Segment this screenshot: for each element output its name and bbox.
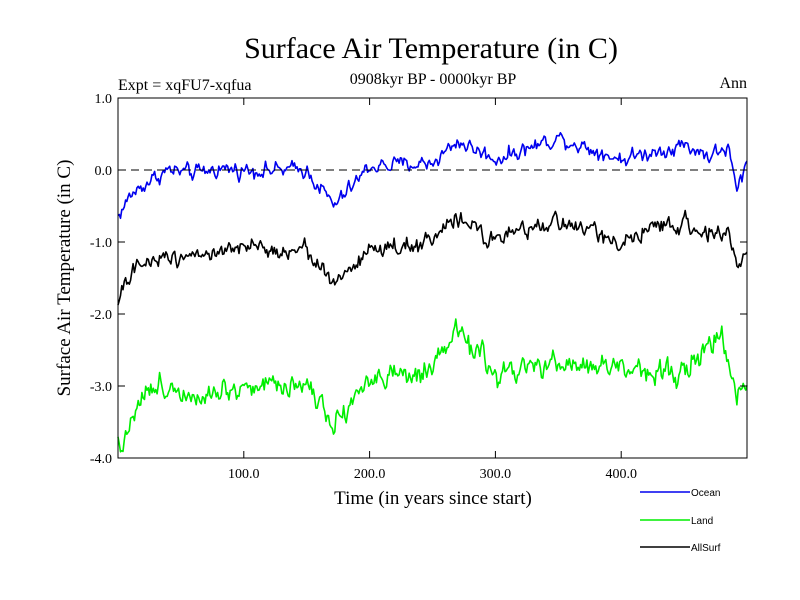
x-axis-label: Time (in years since start) (334, 488, 532, 509)
y-tick-label: -2.0 (90, 308, 112, 323)
y-tick-label: -4.0 (90, 452, 112, 467)
experiment-label: Expt = xqFU7-xqfua (118, 77, 251, 94)
season-label: Ann (719, 75, 747, 92)
y-tick-label: -1.0 (90, 236, 112, 251)
x-tick-label: 200.0 (354, 467, 386, 482)
x-axis: 100.0 200.0 300.0 400.0 (228, 98, 637, 482)
series-line-land (117, 318, 748, 453)
plot-frame (117, 97, 748, 459)
series-line-ocean (117, 132, 748, 220)
legend-label-ocean: Ocean (691, 488, 720, 499)
y-axis-label: Surface Air Temperature (in C) (54, 160, 75, 397)
legend-label-land: Land (691, 516, 713, 527)
series-line-allsurf (117, 209, 748, 306)
x-tick-label: 300.0 (480, 467, 512, 482)
x-tick-label: 400.0 (605, 467, 637, 482)
y-tick-label: -3.0 (90, 380, 112, 395)
y-tick-label: 0.0 (95, 164, 113, 179)
y-axis: 1.0 0.0 -1.0 -2.0 -3.0 -4.0 (90, 92, 747, 467)
y-tick-label: 1.0 (95, 92, 113, 107)
legend: Ocean Land AllSurf (640, 488, 721, 554)
chart-title: Surface Air Temperature (in C) (244, 32, 618, 65)
series-layer (117, 132, 748, 453)
legend-label-allsurf: AllSurf (691, 543, 721, 554)
period-label: 0908kyr BP - 0000kyr BP (350, 71, 517, 88)
x-tick-label: 100.0 (228, 467, 260, 482)
